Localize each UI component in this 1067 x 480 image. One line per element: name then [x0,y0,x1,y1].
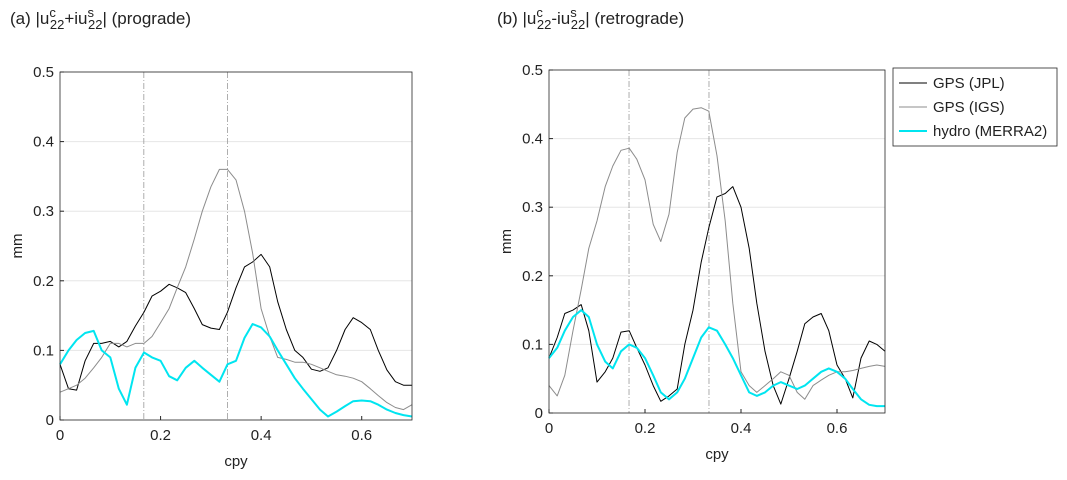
data-line [548,309,885,408]
legend-label: GPS (IGS) [933,99,1005,116]
x-tick-label: 0.2 [150,427,171,444]
y-tick-label: 0.5 [33,64,54,81]
y-tick-label: 0 [535,405,543,422]
chart-title: (a) |uc 22+ius 22| (prograde) [10,5,191,32]
plot-frame [548,69,886,414]
title-part: 22 [537,17,551,32]
data-line [548,107,886,400]
data-line [59,253,412,391]
title-part: c [49,5,56,20]
y-tick-label: 0.3 [33,203,54,220]
x-tick-label: 0 [545,420,553,437]
title-part: 22 [50,17,64,32]
y-tick-label: 0.3 [522,199,543,216]
title-part: -iu [551,9,570,28]
chart-title: (b) |uc 22-ius 22| (retrograde) [497,5,684,32]
x-tick-label: 0.4 [251,427,272,444]
y-tick-label: 0 [46,412,54,429]
y-tick-label: 0.1 [522,336,543,353]
x-tick-label: 0.2 [635,420,656,437]
title-part: (b) |u [497,9,536,28]
title-part: (a) |u [10,9,49,28]
x-tick-label: 0.4 [731,420,752,437]
data-line [59,323,413,418]
title-part: 22 [88,17,102,32]
x-axis-label: cpy [224,453,248,470]
y-tick-label: 0.4 [33,134,54,151]
y-tick-label: 0.2 [33,273,54,290]
title-part: | (retrograde) [585,9,684,28]
data-line [59,168,413,411]
title-part: +iu [64,9,87,28]
plot-frame [59,71,413,421]
y-tick-label: 0.4 [522,131,543,148]
title-part: 22 [571,17,585,32]
y-tick-label: 0.1 [33,342,54,359]
title-part: c [536,5,543,20]
y-axis-label: mm [498,229,515,254]
x-tick-label: 0.6 [827,420,848,437]
legend-label: GPS (JPL) [933,75,1005,92]
x-tick-label: 0 [56,427,64,444]
y-axis-label: mm [9,234,26,259]
y-tick-label: 0.5 [522,62,543,79]
x-axis-label: cpy [705,446,729,463]
title-part: s [570,5,577,20]
title-part: | (prograde) [102,9,191,28]
x-tick-label: 0.6 [351,427,372,444]
title-part: s [88,5,95,20]
legend-label: hydro (MERRA2) [933,123,1047,140]
data-line [548,186,886,405]
y-tick-label: 0.2 [522,268,543,285]
